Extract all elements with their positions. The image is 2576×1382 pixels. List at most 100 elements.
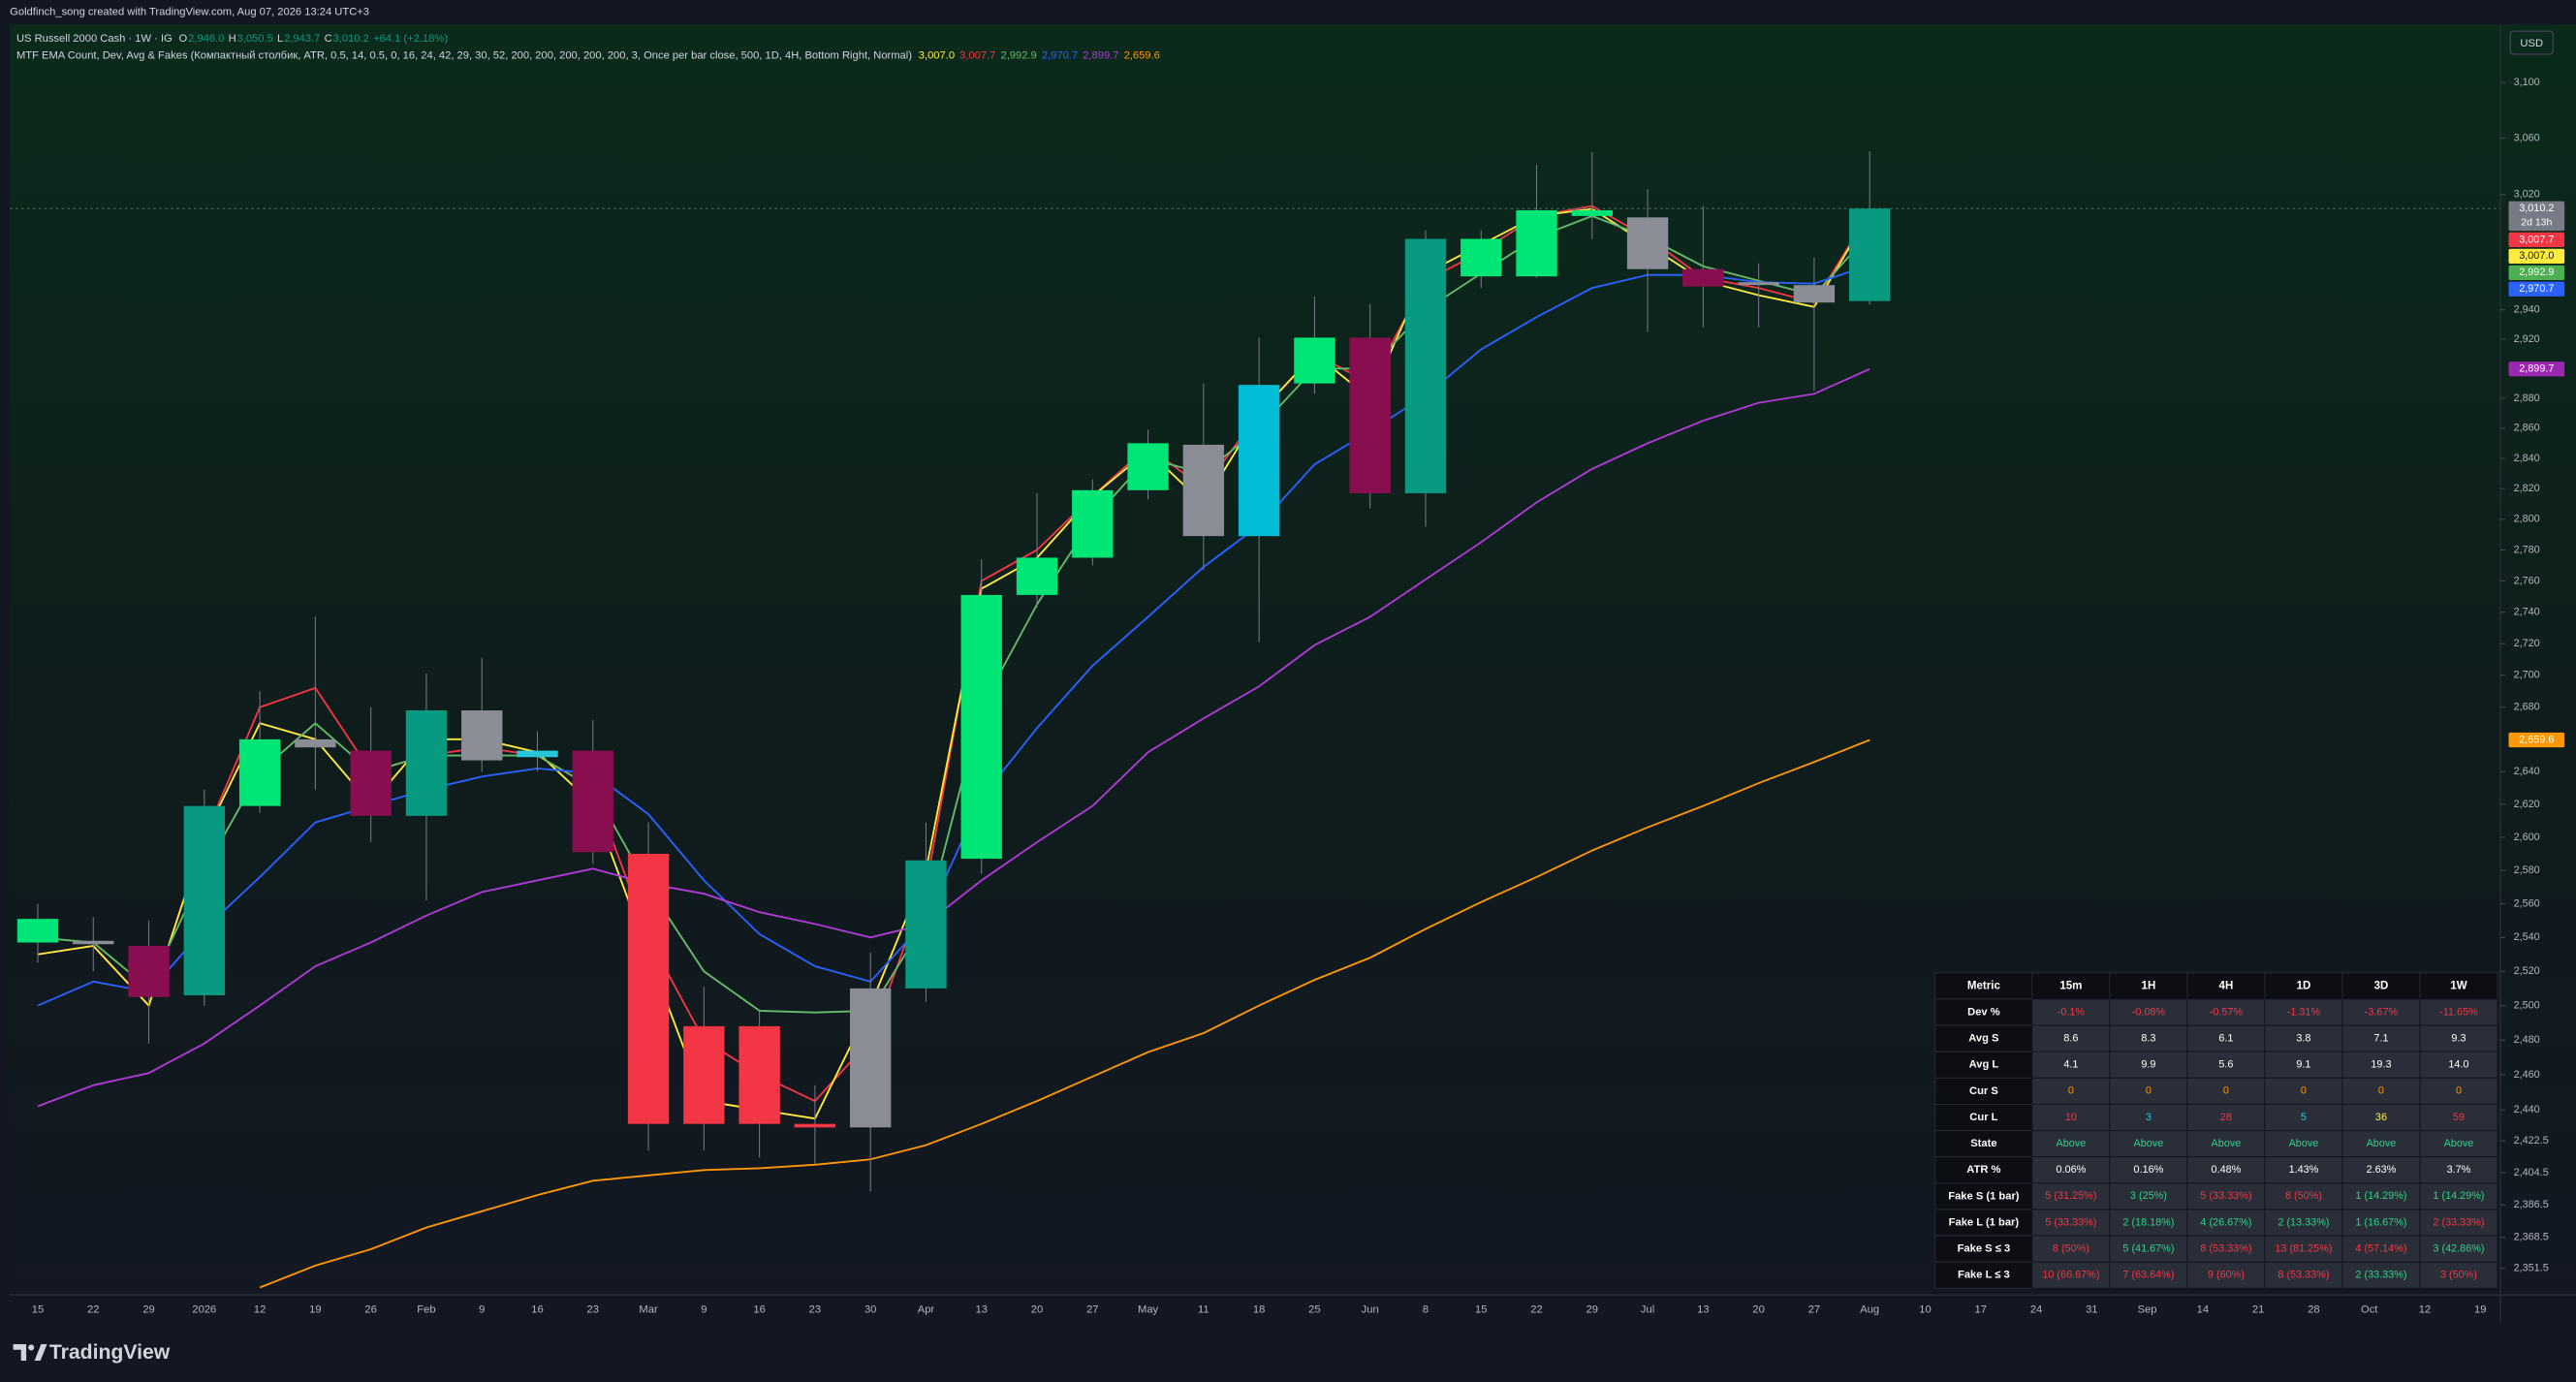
stats-table: Metric 15m 1H 4H 1D 3D 1W Dev % -0.1% -0.08% -0.57… bbox=[1934, 972, 2498, 1289]
y-tick-label: 3,020 bbox=[2514, 189, 2540, 201]
symbol: US Russell 2000 Cash · 1W · IG bbox=[16, 33, 173, 45]
table-cell-text: 1 (14.29%) bbox=[2355, 1190, 2406, 1202]
table-header: 4H bbox=[2219, 980, 2234, 991]
table-cell-text: 0 bbox=[2378, 1085, 2384, 1097]
y-tick-label: 2,440 bbox=[2514, 1104, 2540, 1115]
table-cell-text: 1.43% bbox=[2289, 1164, 2319, 1176]
table-cell-text: 5 (33.33%) bbox=[2045, 1216, 2096, 1228]
table-cell bbox=[2419, 1103, 2498, 1132]
ohlc-value: 2,946.0 bbox=[188, 33, 224, 45]
candle-body bbox=[1404, 238, 1447, 493]
ema-line bbox=[37, 207, 1871, 1120]
x-tick-label: 27 bbox=[1808, 1303, 1820, 1315]
table-cell-text: 0 bbox=[2146, 1085, 2152, 1097]
table-cell bbox=[2341, 1130, 2421, 1158]
table-cell-text: 13 (81.25%) bbox=[2275, 1243, 2332, 1255]
table-cell-text: 6.1 bbox=[2218, 1032, 2233, 1044]
table-cell-text: -3.67% bbox=[2365, 1006, 2399, 1018]
candle-body bbox=[461, 710, 503, 761]
x-tick-label: 14 bbox=[2197, 1303, 2209, 1315]
table-cell-text: 8 (53.33%) bbox=[2278, 1270, 2329, 1281]
table-cell bbox=[2109, 1130, 2188, 1158]
table-cell-text: 10 bbox=[2065, 1112, 2077, 1123]
x-tick-label: Jul bbox=[1641, 1303, 1654, 1315]
table-row-label: Fake L (1 bar) bbox=[1949, 1216, 2020, 1228]
x-tick-label: 15 bbox=[32, 1303, 44, 1315]
x-tick-label: 30 bbox=[864, 1303, 876, 1315]
table-cell-text: 1 (14.29%) bbox=[2433, 1190, 2484, 1202]
ema-line bbox=[37, 214, 1870, 1014]
table-cell-text: 5 (33.33%) bbox=[2200, 1190, 2251, 1202]
table-cell bbox=[2264, 1261, 2343, 1289]
x-tick-label: 19 bbox=[309, 1303, 321, 1315]
y-tick-label: 2,720 bbox=[2514, 638, 2540, 649]
table-header: 15m bbox=[2059, 980, 2082, 991]
x-tick-label: Oct bbox=[2361, 1303, 2378, 1315]
price-tag-label: 2,899.7 bbox=[2519, 363, 2554, 375]
candle-body bbox=[1294, 337, 1335, 384]
table-cell bbox=[2341, 1103, 2421, 1132]
y-tick-label: 2,800 bbox=[2514, 514, 2540, 525]
table-cell-text: 8 (50%) bbox=[2285, 1190, 2322, 1202]
candle-body bbox=[849, 988, 892, 1128]
credit: Goldfinch_song created with TradingView.… bbox=[10, 7, 369, 18]
y-tick-label: 3,100 bbox=[2514, 77, 2540, 88]
y-tick-label: 2,480 bbox=[2514, 1034, 2540, 1046]
candle-body bbox=[683, 1025, 725, 1124]
table-cell bbox=[2109, 1051, 2188, 1079]
table-row-label-cell bbox=[1934, 1104, 2033, 1131]
table-row-label: Fake S ≤ 3 bbox=[1958, 1243, 2011, 1255]
price-tag bbox=[2508, 232, 2565, 248]
x-tick-label: 24 bbox=[2030, 1303, 2042, 1315]
candle-body bbox=[295, 738, 336, 748]
x-tick-label: Aug bbox=[1860, 1303, 1879, 1315]
table-cell bbox=[2186, 1051, 2266, 1079]
table-cell-text: 4 (57.14%) bbox=[2355, 1243, 2406, 1255]
x-tick-label: 22 bbox=[87, 1303, 99, 1315]
table-cell bbox=[2341, 1051, 2421, 1079]
ema-line bbox=[37, 367, 1870, 1108]
table-row-label: Dev % bbox=[1967, 1006, 2000, 1018]
candle-body bbox=[1626, 217, 1669, 269]
candle-body bbox=[73, 940, 114, 945]
table-cell-text: 4.1 bbox=[2063, 1059, 2078, 1071]
x-tick-label: 10 bbox=[1919, 1303, 1931, 1315]
y-tick-label: 2,680 bbox=[2514, 702, 2540, 713]
table-cell-text: 0.16% bbox=[2134, 1164, 2164, 1176]
table-cell-text: 28 bbox=[2220, 1112, 2232, 1123]
y-tick-label: 2,386.5 bbox=[2514, 1199, 2549, 1210]
y-tick-label: 2,540 bbox=[2514, 931, 2540, 943]
table-cell bbox=[2341, 998, 2421, 1026]
table-cell bbox=[2109, 998, 2188, 1026]
price-tag bbox=[2508, 201, 2565, 232]
table-cell-text: Above bbox=[2444, 1138, 2474, 1149]
x-tick-label: 15 bbox=[1475, 1303, 1487, 1315]
table-cell bbox=[2419, 1077, 2498, 1105]
price-tag-label: 3,010.2 bbox=[2519, 203, 2554, 214]
y-tick-label: 2,404.5 bbox=[2514, 1167, 2549, 1178]
table-cell-text: 0 bbox=[2068, 1085, 2074, 1097]
ema-line bbox=[37, 264, 1870, 1007]
table-cell-text: 7 (63.64%) bbox=[2122, 1270, 2174, 1281]
table-cell bbox=[2031, 1051, 2111, 1079]
change: +64.1 (+2.18%) bbox=[373, 33, 448, 45]
x-tick-label: 12 bbox=[2419, 1303, 2431, 1315]
candle-body bbox=[405, 710, 448, 816]
x-tick-label: 9 bbox=[701, 1303, 707, 1315]
candle-body bbox=[572, 750, 613, 853]
x-tick-label: 26 bbox=[364, 1303, 376, 1315]
table-cell-text: 4 (26.67%) bbox=[2200, 1216, 2251, 1228]
table-row-label: ATR % bbox=[1966, 1164, 2000, 1176]
table-cell-text: 0 bbox=[2301, 1085, 2307, 1097]
x-tick-label: 19 bbox=[2474, 1303, 2486, 1315]
table-cell-text: 59 bbox=[2453, 1112, 2465, 1123]
table-row-label: Cur S bbox=[1969, 1085, 1998, 1097]
table-cell bbox=[2109, 1182, 2188, 1210]
table-cell bbox=[2341, 1156, 2421, 1184]
table-row-label: Fake L ≤ 3 bbox=[1958, 1270, 2010, 1281]
price-tag-label: 2,992.9 bbox=[2519, 267, 2554, 278]
table-cell-text: 10 (66.67%) bbox=[2042, 1270, 2099, 1281]
table-cell bbox=[2109, 1103, 2188, 1132]
x-tick-label: 23 bbox=[587, 1303, 599, 1315]
